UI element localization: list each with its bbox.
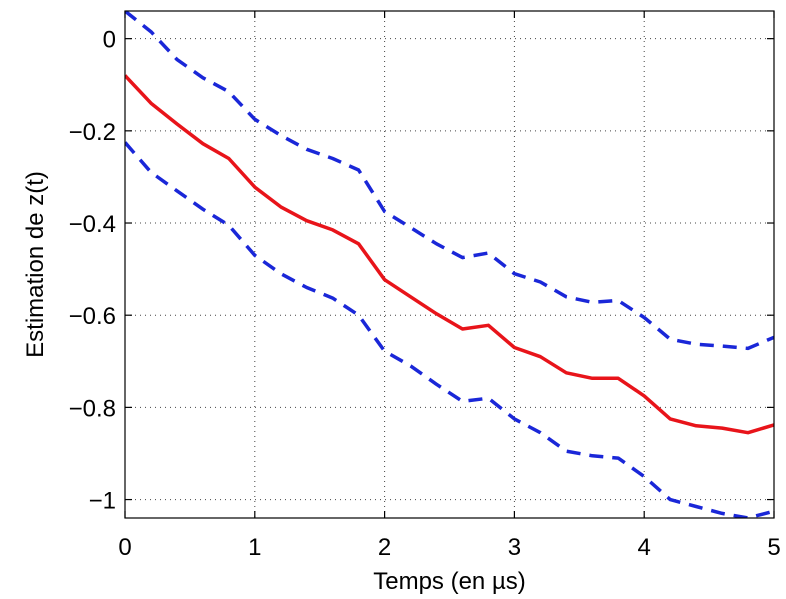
x-tick-label: 4 xyxy=(638,534,651,561)
x-tick-label: 1 xyxy=(248,534,261,561)
bound-line-1 xyxy=(125,11,774,351)
y-tick-label: 0 xyxy=(103,27,116,54)
estimate-line xyxy=(125,74,774,435)
y-tick-label: −1 xyxy=(89,488,116,515)
y-axis-title: Estimation de z(t) xyxy=(22,171,49,358)
x-tick-labels: 0 1 2 3 4 5 xyxy=(118,534,780,561)
x-tick-label: 3 xyxy=(508,534,521,561)
series-group xyxy=(125,11,774,518)
axis-ticks xyxy=(124,11,775,518)
y-tick-label: −0.8 xyxy=(69,395,116,422)
y-tick-labels: 0 −0.2 −0.4 −0.6 −0.8 −1 xyxy=(69,27,116,515)
x-tick-label: 5 xyxy=(767,534,780,561)
y-tick-label: −0.2 xyxy=(69,119,116,146)
bound-line-2 xyxy=(125,141,774,518)
y-tick-label: −0.4 xyxy=(69,211,116,238)
grid xyxy=(125,11,774,518)
y-tick-label: −0.6 xyxy=(69,303,116,330)
x-axis-title: Temps (en µs) xyxy=(373,568,526,595)
x-tick-label: 2 xyxy=(378,534,391,561)
plot-frame xyxy=(124,10,775,519)
x-tick-label: 0 xyxy=(118,534,131,561)
